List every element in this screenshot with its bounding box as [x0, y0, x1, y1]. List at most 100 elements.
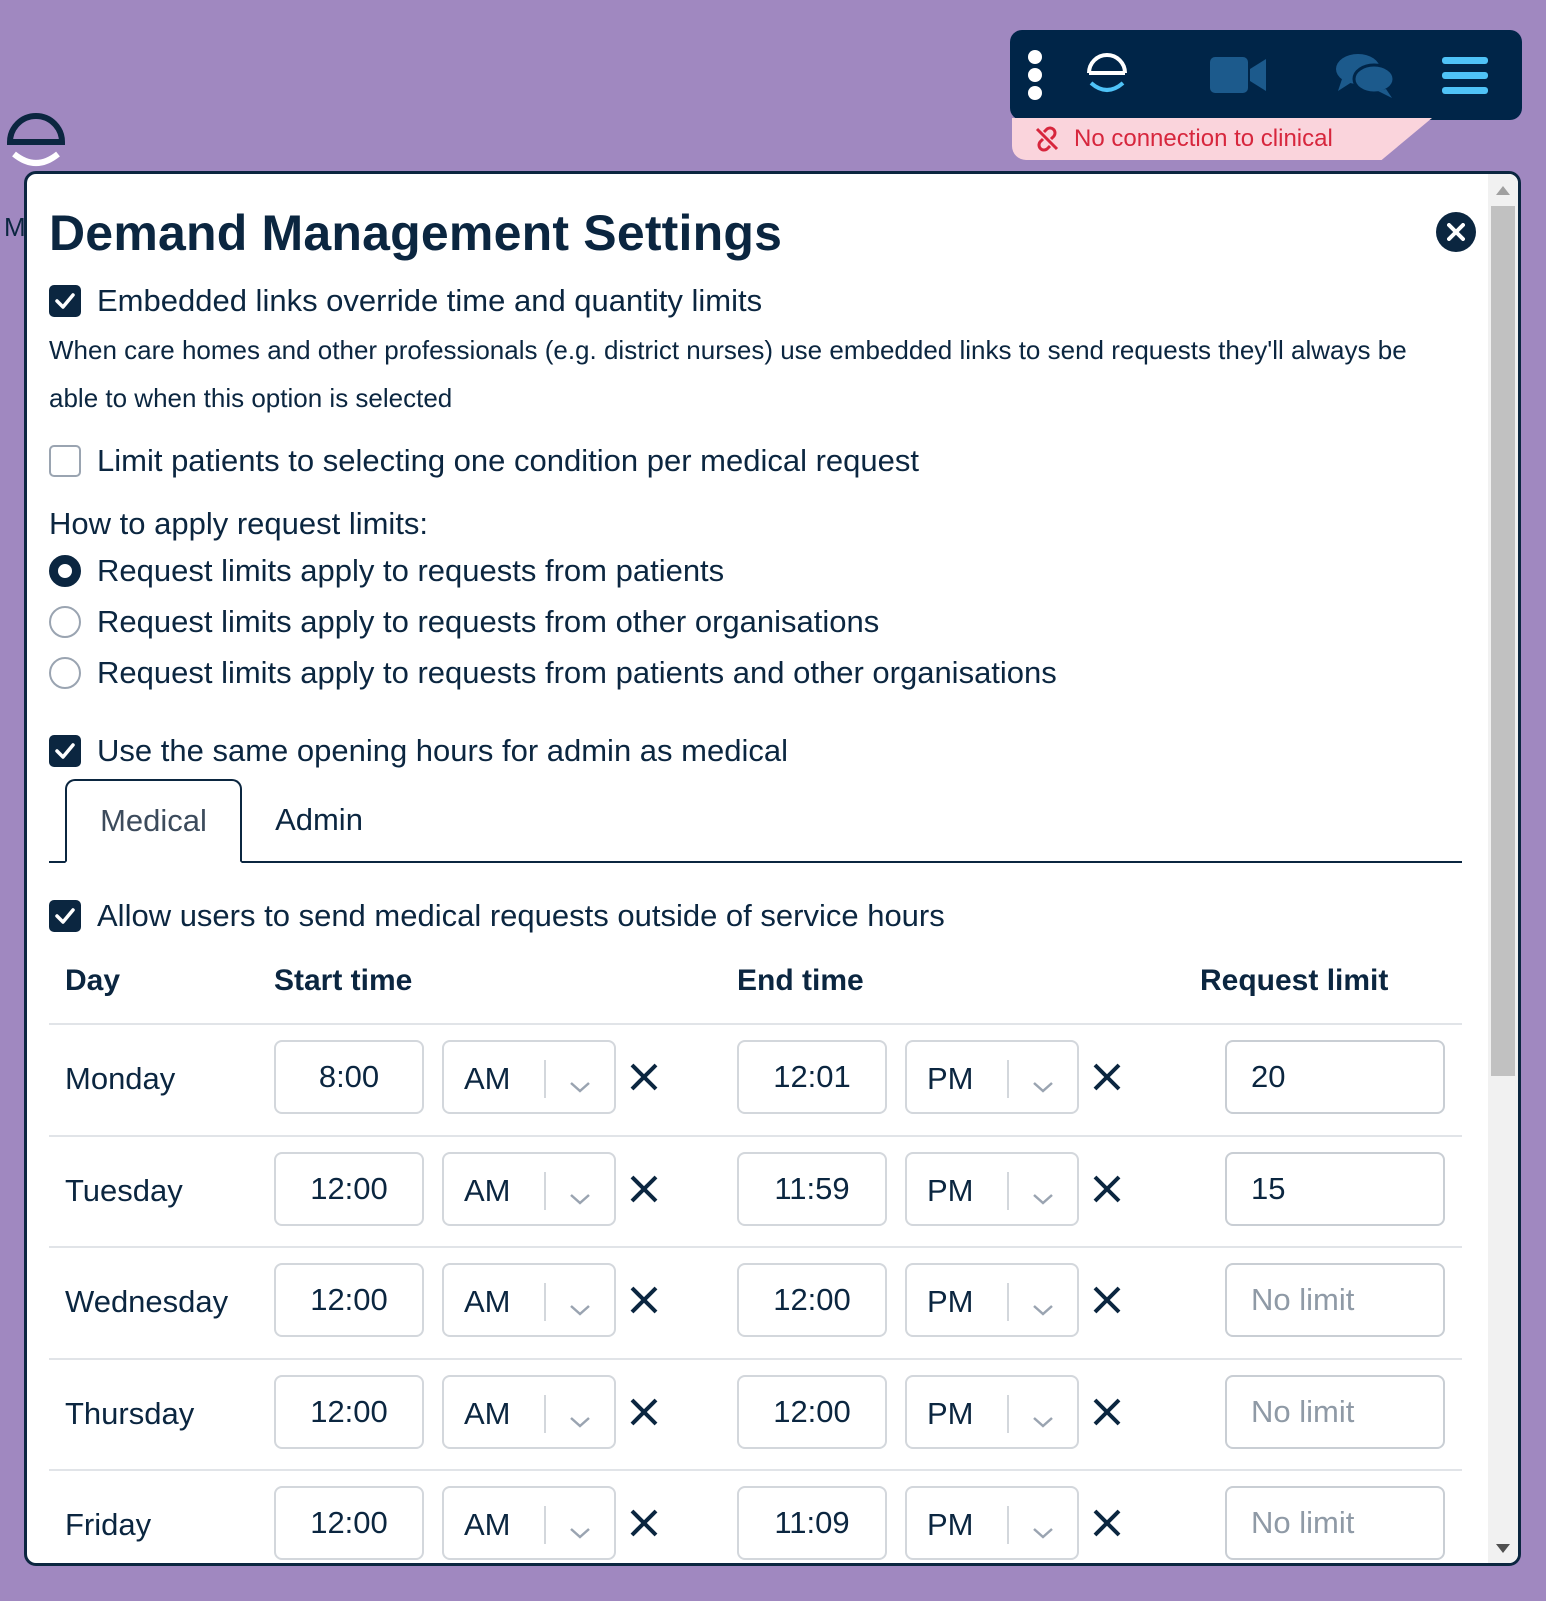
request-limit-input[interactable] — [1225, 1374, 1445, 1449]
clear-start-time-icon[interactable] — [626, 1171, 662, 1207]
select-divider — [1007, 1394, 1009, 1433]
end-time-input[interactable]: 12:00 — [737, 1374, 887, 1449]
embedded-links-description: When care homes and other professionals … — [49, 335, 1407, 413]
video-call-icon[interactable] — [1196, 30, 1280, 120]
select-divider — [1007, 1283, 1009, 1321]
table-row-divider — [49, 1246, 1462, 1248]
limit-conditions-label: Limit patients to selecting one conditio… — [97, 443, 919, 478]
accurx-logo-icon[interactable] — [1072, 30, 1142, 120]
connection-warning: No connection to clinical — [1012, 118, 1432, 160]
start-time-input[interactable]: 12:00 — [274, 1374, 424, 1449]
request-limit-input[interactable] — [1225, 1263, 1445, 1337]
start-ampm-select[interactable]: AM — [442, 1040, 616, 1114]
more-options-icon[interactable] — [1010, 30, 1060, 120]
end-time-input[interactable]: 11:09 — [737, 1486, 887, 1560]
clear-end-time-icon[interactable] — [1089, 1282, 1125, 1318]
table-row-divider — [49, 1023, 1462, 1025]
end-ampm-select[interactable]: PM — [905, 1374, 1079, 1449]
allow-outside-option[interactable]: Allow users to send medical requests out… — [49, 898, 945, 934]
radio-label-both: Request limits apply to requests from pa… — [97, 655, 1057, 690]
table-row-divider — [49, 1134, 1462, 1137]
end-ampm-value: PM — [927, 1507, 974, 1542]
allow-outside-label: Allow users to send medical requests out… — [97, 898, 945, 933]
request-limit-input[interactable] — [1225, 1040, 1445, 1114]
start-ampm-select[interactable]: AM — [442, 1486, 616, 1560]
embedded-links-checkbox[interactable] — [49, 285, 81, 317]
request-limit-input[interactable] — [1225, 1151, 1445, 1226]
end-ampm-select[interactable]: PM — [905, 1151, 1079, 1226]
modal-scrollbar[interactable] — [1488, 174, 1518, 1563]
accurx-logo-background — [6, 110, 66, 175]
close-button[interactable] — [1436, 212, 1476, 252]
same-hours-option[interactable]: Use the same opening hours for admin as … — [49, 733, 788, 769]
chevron-down-icon[interactable] — [1031, 1066, 1055, 1102]
chevron-down-icon[interactable] — [568, 1401, 592, 1437]
start-ampm-select[interactable]: AM — [442, 1151, 616, 1226]
start-time-input[interactable]: 8:00 — [274, 1040, 424, 1114]
end-time-input[interactable]: 11:59 — [737, 1151, 887, 1226]
tab-medical[interactable]: Medical — [65, 779, 242, 863]
select-divider — [544, 1394, 546, 1433]
embedded-links-option[interactable]: Embedded links override time and quantit… — [49, 283, 762, 319]
embedded-links-label: Embedded links override time and quantit… — [97, 283, 763, 318]
end-ampm-select[interactable]: PM — [905, 1040, 1079, 1114]
clear-start-time-icon[interactable] — [626, 1282, 662, 1318]
end-time-input[interactable]: 12:00 — [737, 1263, 887, 1337]
same-hours-checkbox[interactable] — [49, 735, 81, 767]
scroll-thumb[interactable] — [1491, 206, 1515, 1076]
radio-button-both[interactable] — [49, 657, 81, 689]
clear-start-time-icon[interactable] — [626, 1059, 662, 1095]
chevron-down-icon[interactable] — [1031, 1289, 1055, 1325]
select-divider — [544, 1171, 546, 1210]
start-ampm-value: AM — [464, 1061, 511, 1096]
chevron-down-icon[interactable] — [1031, 1401, 1055, 1437]
clear-end-time-icon[interactable] — [1089, 1505, 1125, 1541]
end-ampm-value: PM — [927, 1395, 974, 1431]
radio-patients[interactable]: Request limits apply to requests from pa… — [49, 553, 724, 589]
radio-label-organisations: Request limits apply to requests from ot… — [97, 604, 880, 639]
chevron-down-icon[interactable] — [568, 1178, 592, 1214]
end-time-input[interactable]: 12:01 — [737, 1040, 887, 1114]
allow-outside-checkbox[interactable] — [49, 900, 81, 932]
clear-end-time-icon[interactable] — [1089, 1171, 1125, 1207]
broken-link-icon — [1035, 126, 1059, 152]
clear-end-time-icon[interactable] — [1089, 1394, 1125, 1430]
table-row-divider — [49, 1357, 1462, 1360]
table-row-day: Friday — [65, 1507, 152, 1542]
clear-start-time-icon[interactable] — [626, 1394, 662, 1430]
clear-start-time-icon[interactable] — [626, 1505, 662, 1541]
radio-organisations[interactable]: Request limits apply to requests from ot… — [49, 604, 879, 640]
end-ampm-select[interactable]: PM — [905, 1263, 1079, 1337]
chevron-down-icon[interactable] — [568, 1289, 592, 1325]
chevron-down-icon[interactable] — [568, 1066, 592, 1102]
chat-icon[interactable] — [1320, 30, 1410, 120]
start-time-input[interactable]: 12:00 — [274, 1263, 424, 1337]
menu-icon[interactable] — [1430, 30, 1500, 120]
start-time-input[interactable]: 12:00 — [274, 1486, 424, 1560]
start-time-input[interactable]: 12:00 — [274, 1151, 424, 1226]
top-toolbar — [1010, 30, 1522, 120]
table-row-divider — [49, 1469, 1462, 1471]
radio-button-patients[interactable] — [49, 555, 81, 587]
limit-conditions-option[interactable]: Limit patients to selecting one conditio… — [49, 443, 919, 479]
column-header-request-limit: Request limit — [1200, 964, 1389, 997]
table-row-day: Monday — [65, 1061, 176, 1096]
chevron-down-icon[interactable] — [568, 1512, 592, 1548]
radio-button-organisations[interactable] — [49, 606, 81, 638]
radio-both[interactable]: Request limits apply to requests from pa… — [49, 655, 1057, 691]
start-ampm-select[interactable]: AM — [442, 1374, 616, 1449]
chevron-down-icon[interactable] — [1031, 1512, 1055, 1548]
start-ampm-select[interactable]: AM — [442, 1263, 616, 1337]
start-ampm-value: AM — [464, 1172, 511, 1208]
select-divider — [1007, 1506, 1009, 1544]
scroll-up-arrow[interactable] — [1496, 186, 1510, 195]
limit-conditions-checkbox[interactable] — [49, 445, 81, 477]
request-limit-input[interactable] — [1225, 1486, 1445, 1560]
end-ampm-value: PM — [927, 1284, 974, 1319]
start-ampm-value: AM — [464, 1395, 511, 1431]
scroll-down-arrow[interactable] — [1496, 1544, 1510, 1553]
tab-admin[interactable]: Admin — [275, 802, 363, 837]
chevron-down-icon[interactable] — [1031, 1178, 1055, 1214]
end-ampm-select[interactable]: PM — [905, 1486, 1079, 1560]
clear-end-time-icon[interactable] — [1089, 1059, 1125, 1095]
